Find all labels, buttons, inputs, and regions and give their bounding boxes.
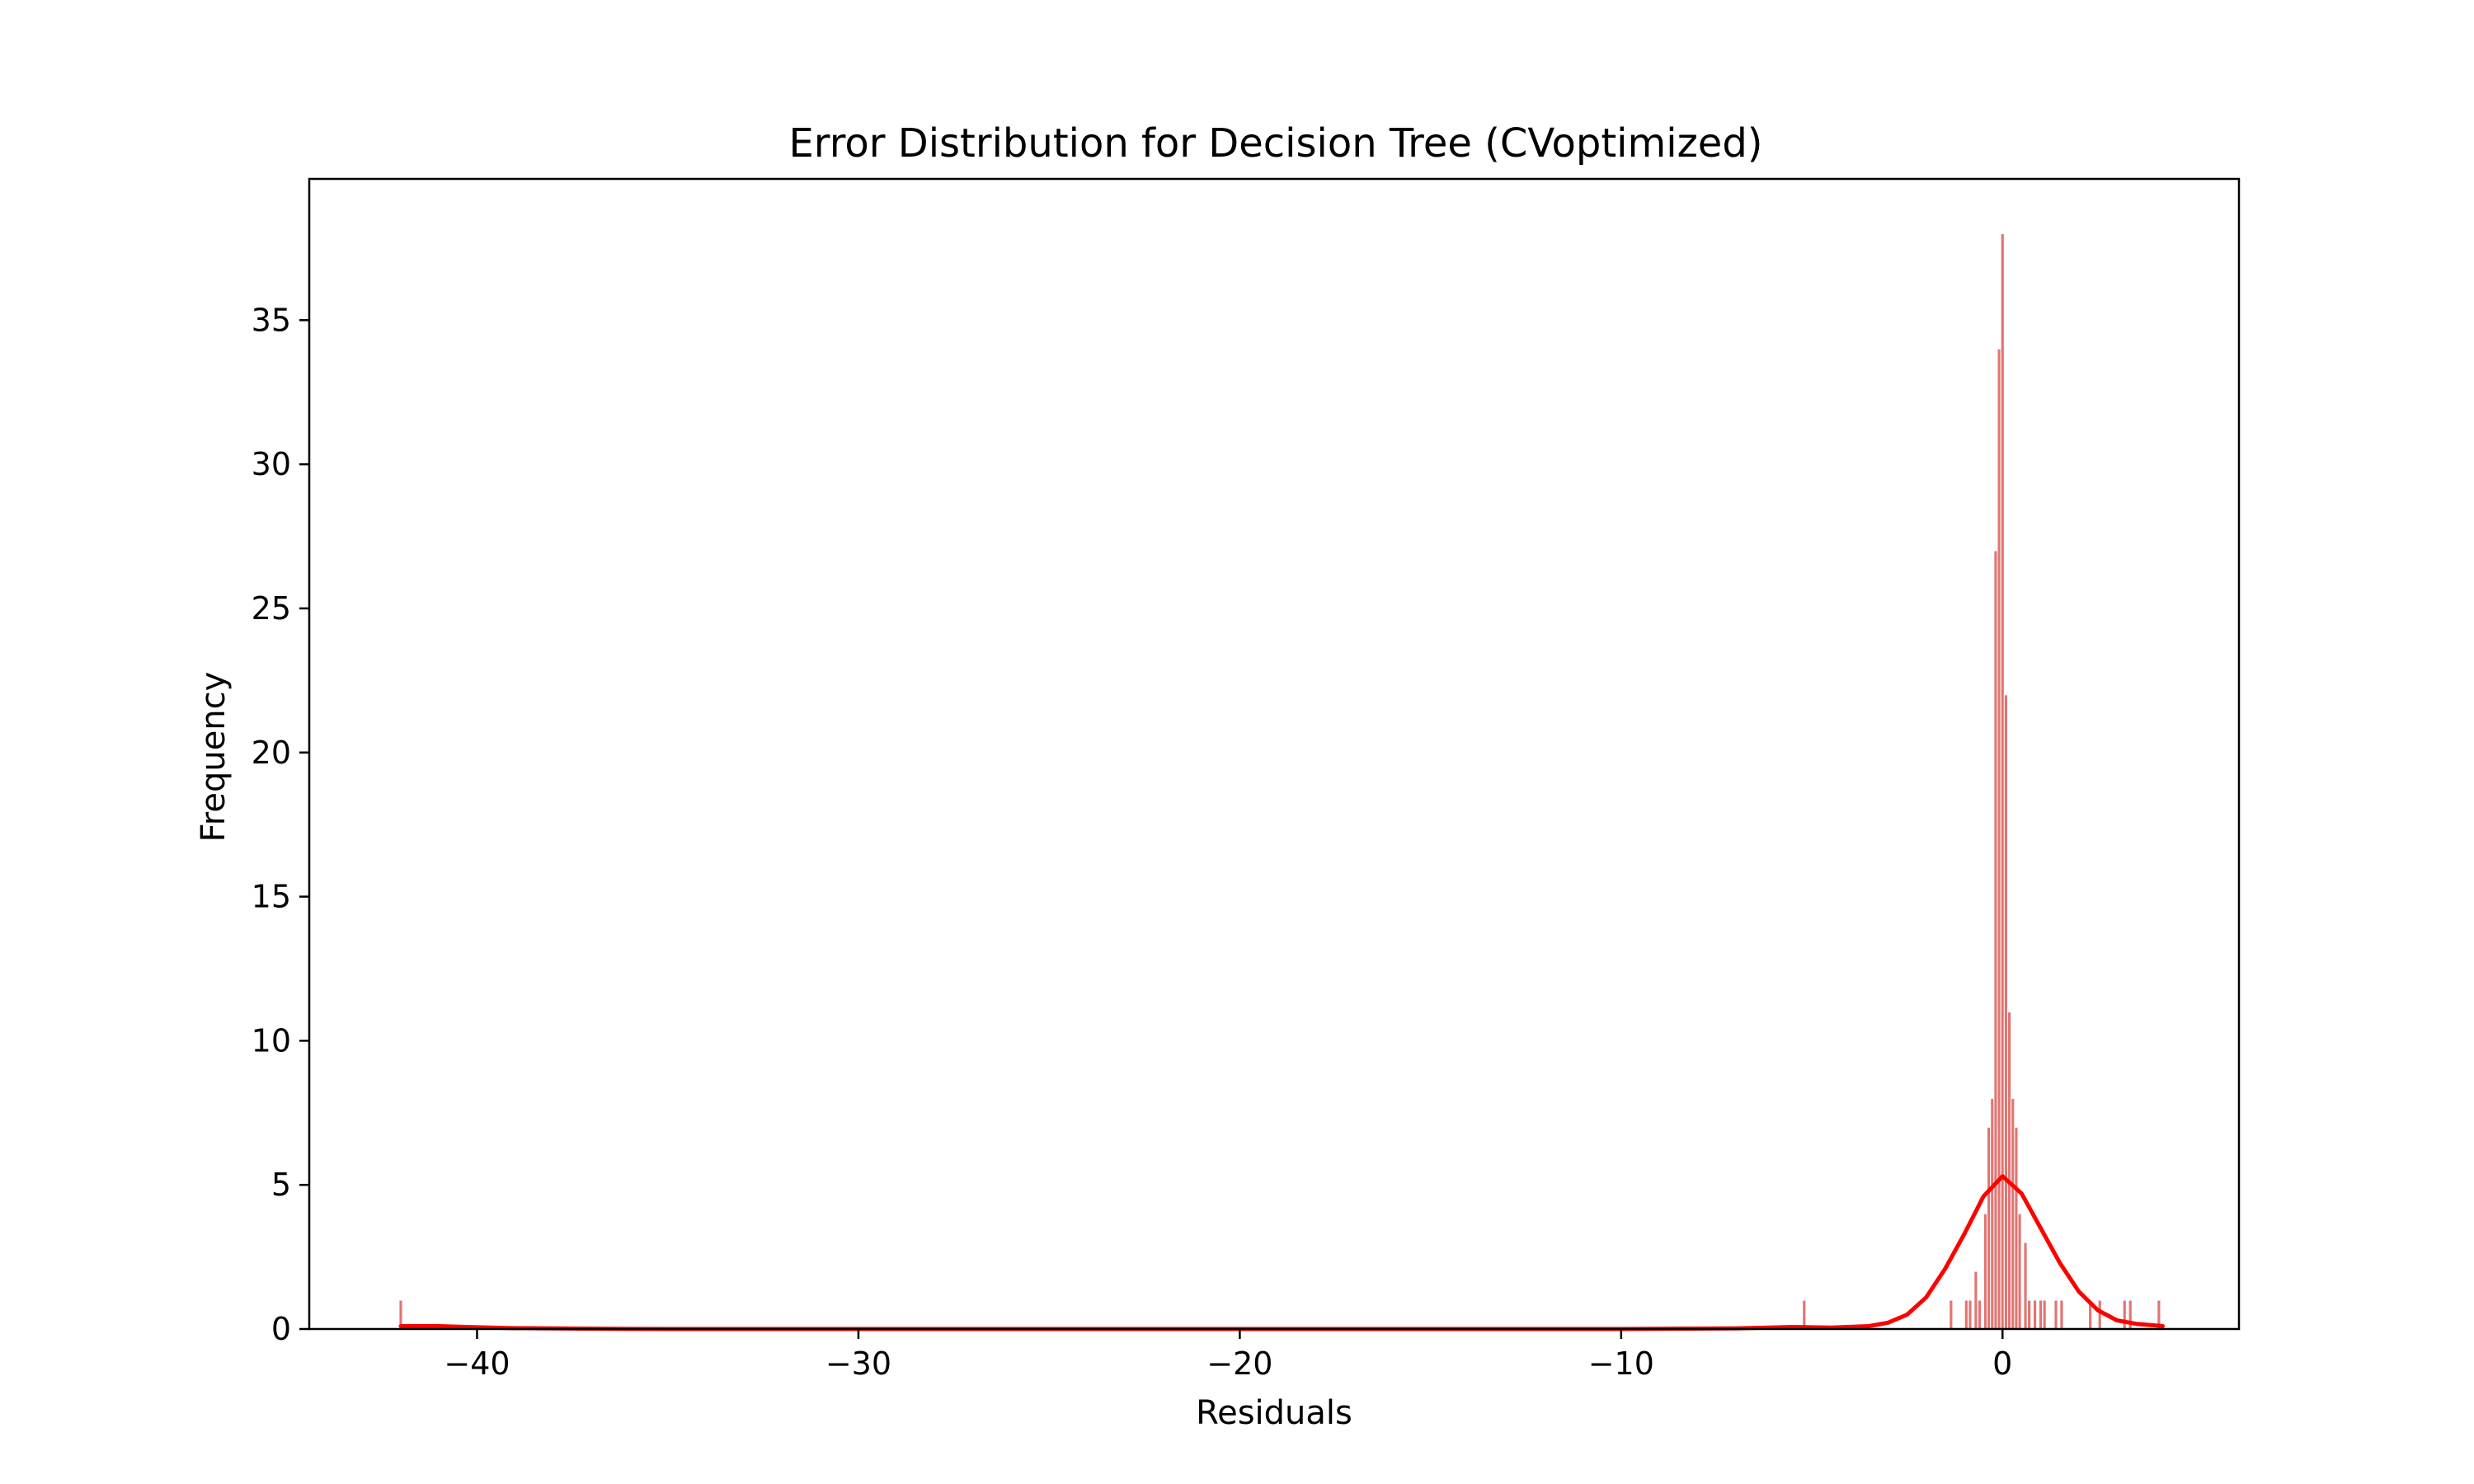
histogram-bar xyxy=(2033,1299,2038,1330)
histogram-bar xyxy=(2014,1126,2019,1330)
histogram-bar xyxy=(2027,1299,2032,1330)
histogram-bar xyxy=(2000,232,2005,1330)
histogram-bar xyxy=(2059,1299,2064,1330)
x-tick-label: −30 xyxy=(825,1345,891,1382)
histogram-bar xyxy=(2011,1097,2015,1330)
histogram-bar xyxy=(2097,1299,2102,1330)
histogram-bar xyxy=(1987,1126,1992,1330)
histogram-bar xyxy=(1968,1299,1973,1330)
histogram-bar xyxy=(1977,1299,1982,1330)
y-axis-ticks: 0 5 10 15 20 25 30 35 xyxy=(252,302,309,1347)
histogram-bar xyxy=(1982,1213,1988,1330)
x-tick-label: 0 xyxy=(1992,1345,2012,1382)
histogram-bar xyxy=(1993,550,1998,1330)
histogram-bar xyxy=(1964,1299,1968,1330)
y-axis-label: Frequency xyxy=(195,672,233,843)
histogram-bar xyxy=(2007,1011,2012,1330)
x-tick-label: −20 xyxy=(1206,1345,1272,1382)
histogram-bar xyxy=(2017,1213,2022,1330)
histogram-bar xyxy=(2042,1299,2047,1330)
histogram-bar xyxy=(2038,1299,2044,1330)
y-tick-label: 20 xyxy=(252,735,291,771)
x-tick-label: −40 xyxy=(444,1345,510,1382)
histogram-bar xyxy=(1802,1299,1807,1330)
histogram-bar xyxy=(2053,1299,2058,1330)
y-tick-label: 35 xyxy=(252,302,291,338)
histogram-bars xyxy=(398,232,2161,1330)
y-tick-label: 15 xyxy=(252,879,291,915)
histogram-bar xyxy=(1973,1270,1978,1330)
y-tick-label: 25 xyxy=(252,590,291,627)
x-tick-label: −10 xyxy=(1588,1345,1654,1382)
y-tick-label: 5 xyxy=(271,1167,291,1203)
y-tick-label: 0 xyxy=(271,1311,291,1347)
histogram-bar xyxy=(1949,1299,1954,1330)
plot-area-frame xyxy=(308,177,2241,1331)
y-tick-label: 10 xyxy=(252,1022,291,1059)
x-axis-ticks: −40 −30 −20 −10 0 xyxy=(444,1329,2012,1382)
x-axis-label: Residuals xyxy=(1196,1394,1352,1432)
histogram-bar xyxy=(1990,1097,1995,1330)
chart-title: Error Distribution for Decision Tree (CV… xyxy=(788,120,1762,167)
y-tick-label: 30 xyxy=(252,446,291,482)
histogram-bar xyxy=(2023,1242,2028,1330)
histogram-bar xyxy=(2003,694,2009,1330)
histogram-bar xyxy=(2122,1299,2127,1330)
